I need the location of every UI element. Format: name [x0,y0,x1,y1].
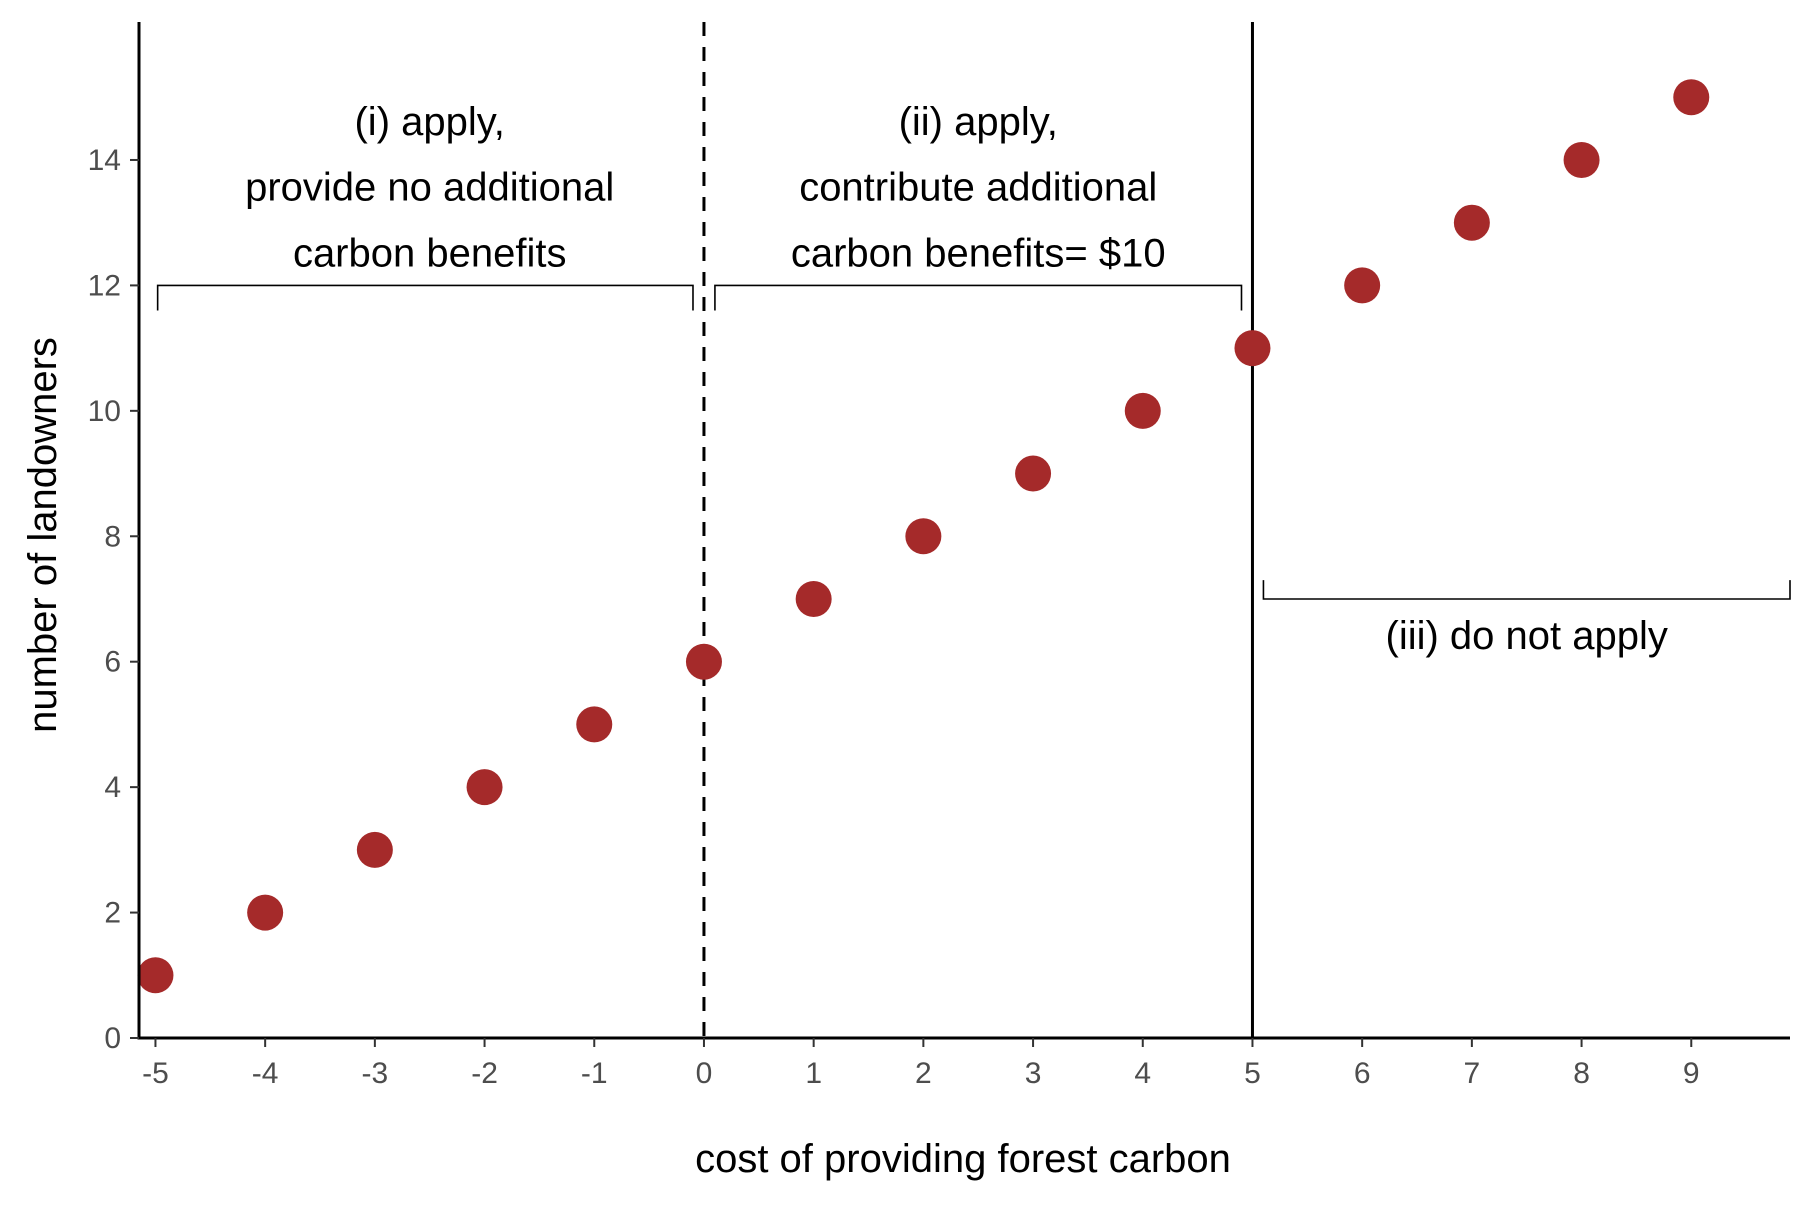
region-iii-bracket [1262,580,1791,600]
data-point-2 [356,831,393,868]
x-tick-label-0: -5 [142,1057,169,1090]
data-point-6 [795,580,832,617]
data-point-7 [905,518,942,555]
y-tick-label-2: 4 [104,771,121,804]
data-point-10 [1234,330,1271,367]
reference-lines [702,22,1254,1038]
x-ticks: -5 -4 -3 -2 -1 0 1 2 3 4 5 6 7 8 9 [142,1038,1700,1090]
region-i-bracket [156,284,694,311]
region-i-text-line-1: provide no additional [245,166,614,210]
x-tick-label-10: 5 [1244,1057,1261,1090]
x-tick-label-9: 4 [1134,1057,1151,1090]
x-tick-label-7: 2 [915,1057,932,1090]
data-points [137,79,1710,994]
data-point-9 [1124,392,1161,429]
x-tick-label-3: -2 [471,1057,498,1090]
x-tick-label-1: -4 [252,1057,279,1090]
x-tick-label-14: 9 [1683,1057,1700,1090]
region-ii-text-line-0: (ii) apply, [899,100,1058,144]
x-tick-label-8: 3 [1025,1057,1042,1090]
region-i-text-line-2: carbon benefits [293,232,567,276]
annotation-lines [156,284,1791,600]
y-tick-label-0: 0 [104,1022,121,1055]
y-tick-label-1: 2 [104,897,121,930]
x-tick-label-2: -3 [362,1057,389,1090]
y-tick-label-6: 12 [88,269,121,302]
region-i-text-line-0: (i) apply, [354,100,504,144]
x-tick-label-13: 8 [1573,1057,1590,1090]
data-point-8 [1015,455,1052,492]
data-point-0 [137,957,174,994]
region-ii-text-line-1: contribute additional [799,166,1157,210]
axes [137,22,1790,1040]
x-tick-label-12: 7 [1464,1057,1481,1090]
region-ii-bracket [714,284,1243,311]
y-tick-label-3: 6 [104,646,121,679]
y-axis-title: number of landowners [21,337,65,733]
y-tick-label-5: 10 [88,395,121,428]
data-point-3 [466,769,503,806]
data-point-4 [576,706,613,743]
region-ii-text-line-2: carbon benefits= $10 [791,232,1166,276]
x-tick-label-11: 6 [1354,1057,1371,1090]
y-ticks: 0 2 4 6 8 10 12 14 [88,144,139,1055]
data-point-11 [1344,267,1381,304]
data-point-14 [1673,79,1710,116]
data-point-5 [685,643,722,680]
data-point-1 [247,894,284,931]
data-point-13 [1563,141,1600,178]
region-iii-text-line-0: (iii) do not apply [1386,614,1668,658]
y-tick-label-7: 14 [88,144,121,177]
x-tick-label-5: 0 [696,1057,713,1090]
x-tick-label-6: 1 [805,1057,822,1090]
data-point-12 [1453,204,1490,241]
y-tick-label-4: 8 [104,520,121,553]
x-tick-label-4: -1 [581,1057,608,1090]
annotation-texts: (i) apply, provide no additional carbon be… [245,100,1668,658]
x-axis-title: cost of providing forest carbon [695,1137,1231,1181]
